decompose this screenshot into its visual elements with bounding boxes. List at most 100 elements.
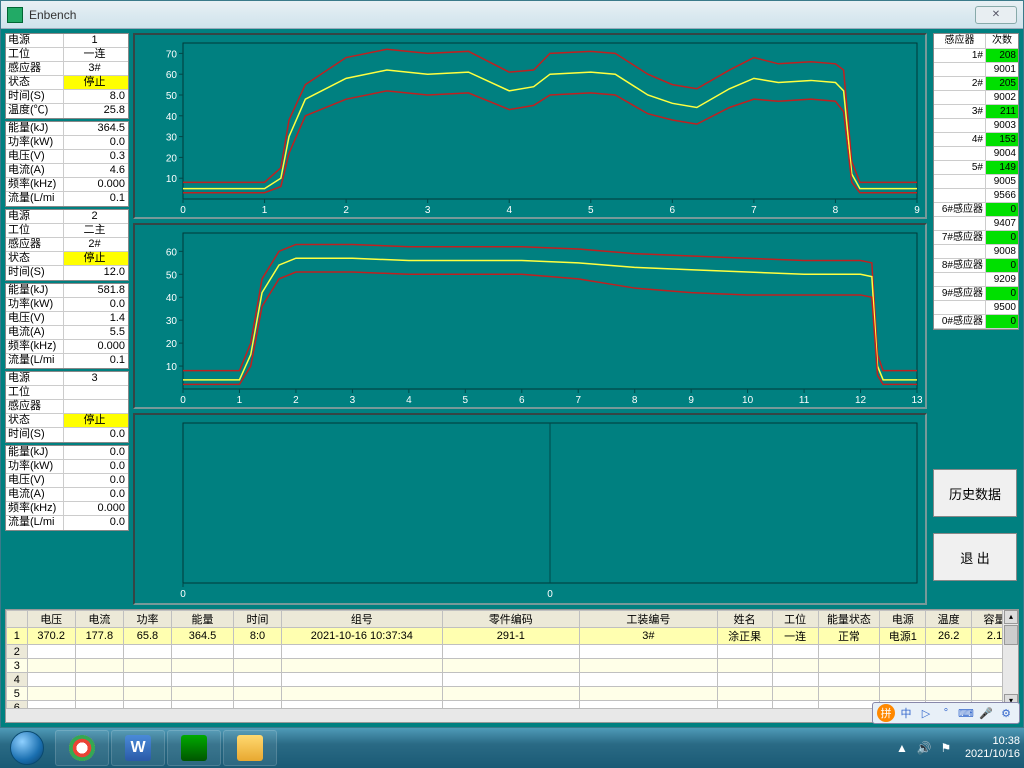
sensor-table: 感应器次数1#20890012#20590023#21190034#153900… [933, 33, 1019, 330]
sensor-name [934, 245, 986, 258]
grid-cell: 电源1 [880, 628, 926, 645]
sensor-row: 6#感应器0 [934, 203, 1018, 217]
sensor-row: 9002 [934, 91, 1018, 105]
sensor-row: 3#211 [934, 105, 1018, 119]
grid-col-header[interactable]: 功率 [123, 611, 171, 628]
ime-icon-3[interactable]: ° [937, 704, 955, 722]
sensor-count: 208 [986, 49, 1018, 62]
svg-text:2: 2 [343, 205, 349, 216]
tray-icon-0[interactable]: ▲ [893, 739, 911, 757]
param-row: 工位一连 [6, 48, 128, 62]
param-value: 0.000 [64, 178, 128, 191]
grid-col-header[interactable]: 时间 [233, 611, 281, 628]
table-row[interactable]: 4 [7, 673, 1018, 687]
sensor-name: 7#感应器 [934, 231, 986, 244]
grid-hscroll[interactable] [6, 708, 1002, 722]
param-row: 工位 [6, 386, 128, 400]
sensor-row: 0#感应器0 [934, 315, 1018, 329]
svg-text:0: 0 [547, 589, 553, 600]
sensor-row: 9005 [934, 175, 1018, 189]
grid-cell [233, 645, 281, 659]
grid-cell: 2021-10-16 10:37:34 [282, 628, 442, 645]
grid-cell [442, 659, 580, 673]
ime-toolbar[interactable]: 拼中▷°⌨🎤⚙ [872, 702, 1020, 724]
grid-col-header[interactable]: 电压 [27, 611, 75, 628]
grid-cell [880, 687, 926, 701]
param-row: 感应器2# [6, 238, 128, 252]
grid-col-header[interactable]: 组号 [282, 611, 442, 628]
right-buttons: 历史数据 退 出 [933, 469, 1019, 597]
grid-cell [123, 687, 171, 701]
tray-icon-2[interactable]: ⚑ [937, 739, 955, 757]
ime-icon-4[interactable]: ⌨ [957, 704, 975, 722]
clock[interactable]: 10:38 2021/10/16 [965, 735, 1020, 761]
close-button[interactable]: ✕ [975, 6, 1017, 24]
ime-icon-0[interactable]: 拼 [877, 704, 895, 722]
sensor-name [934, 63, 986, 76]
grid-cell [880, 673, 926, 687]
explorer-icon [237, 735, 263, 761]
tray-icon-1[interactable]: 🔊 [915, 739, 933, 757]
ime-icon-6[interactable]: ⚙ [997, 704, 1015, 722]
row-number: 3 [7, 659, 28, 673]
history-button[interactable]: 历史数据 [933, 469, 1017, 517]
sensor-count: 9001 [986, 63, 1018, 76]
ime-icon-5[interactable]: 🎤 [977, 704, 995, 722]
param-row: 电流(A)5.5 [6, 326, 128, 340]
param-value: 2 [64, 210, 128, 223]
start-button[interactable] [0, 728, 54, 768]
chrome-icon [69, 735, 95, 761]
param-value: 0.000 [64, 340, 128, 353]
table-row[interactable]: 2 [7, 645, 1018, 659]
grid-col-header[interactable]: 工装编号 [580, 611, 718, 628]
param-label: 时间(S) [6, 90, 64, 103]
exit-button[interactable]: 退 出 [933, 533, 1017, 581]
chart-3: 00 [133, 413, 927, 605]
taskbar-app-monitor[interactable] [167, 730, 221, 766]
grid-col-header[interactable]: 电流 [75, 611, 123, 628]
grid-cell [172, 645, 234, 659]
param-label: 电源 [6, 372, 64, 385]
sensor-name: 1# [934, 49, 986, 62]
grid-cell: 8:0 [233, 628, 281, 645]
table-row[interactable]: 3 [7, 659, 1018, 673]
grid-col-header[interactable]: 姓名 [717, 611, 772, 628]
data-grid[interactable]: 电压电流功率能量时间组号零件编码工装编号姓名工位能量状态电源温度容量1370.2… [6, 610, 1018, 723]
scroll-up-arrow[interactable]: ▴ [1004, 610, 1018, 624]
grid-col-header[interactable]: 零件编码 [442, 611, 580, 628]
param-value: 0.0 [64, 516, 128, 530]
ime-icon-2[interactable]: ▷ [917, 704, 935, 722]
svg-text:11: 11 [799, 395, 810, 406]
scroll-thumb[interactable] [1004, 625, 1018, 645]
grid-col-header[interactable]: 能量 [172, 611, 234, 628]
taskbar-app-chrome[interactable] [55, 730, 109, 766]
ime-icon-1[interactable]: 中 [897, 704, 915, 722]
param-label: 电源 [6, 34, 64, 47]
taskbar-app-word[interactable]: W [111, 730, 165, 766]
table-row[interactable]: 5 [7, 687, 1018, 701]
param-value: 0.0 [64, 298, 128, 311]
grid-col-header[interactable]: 温度 [926, 611, 972, 628]
grid-col-header[interactable]: 电源 [880, 611, 926, 628]
param-label: 电源 [6, 210, 64, 223]
table-row[interactable]: 1370.2177.865.8364.58:02021-10-16 10:37:… [7, 628, 1018, 645]
param-label: 感应器 [6, 62, 64, 75]
param-label: 能量(kJ) [6, 122, 64, 135]
param-value: 8.0 [64, 90, 128, 103]
param-row: 电压(V)0.3 [6, 150, 128, 164]
param-label: 能量(kJ) [6, 446, 64, 459]
sensor-row: 9566 [934, 189, 1018, 203]
app-window: Enbench ✕ 电源1工位一连感应器3#状态停止时间(S)8.0温度(℃)2… [0, 0, 1024, 728]
svg-text:7: 7 [575, 395, 581, 406]
grid-cell: 26.2 [926, 628, 972, 645]
param-row: 温度(℃)25.8 [6, 104, 128, 118]
grid-cell [75, 687, 123, 701]
grid-col-header[interactable]: 工位 [772, 611, 818, 628]
grid-col-header[interactable]: 能量状态 [818, 611, 880, 628]
taskbar-app-explorer[interactable] [223, 730, 277, 766]
grid-vscroll[interactable]: ▴ ▾ [1002, 610, 1018, 708]
sensor-count: 0 [986, 259, 1018, 272]
param-label: 温度(℃) [6, 104, 64, 118]
sensor-header: 感应器次数 [934, 34, 1018, 49]
param-row: 频率(kHz)0.000 [6, 340, 128, 354]
